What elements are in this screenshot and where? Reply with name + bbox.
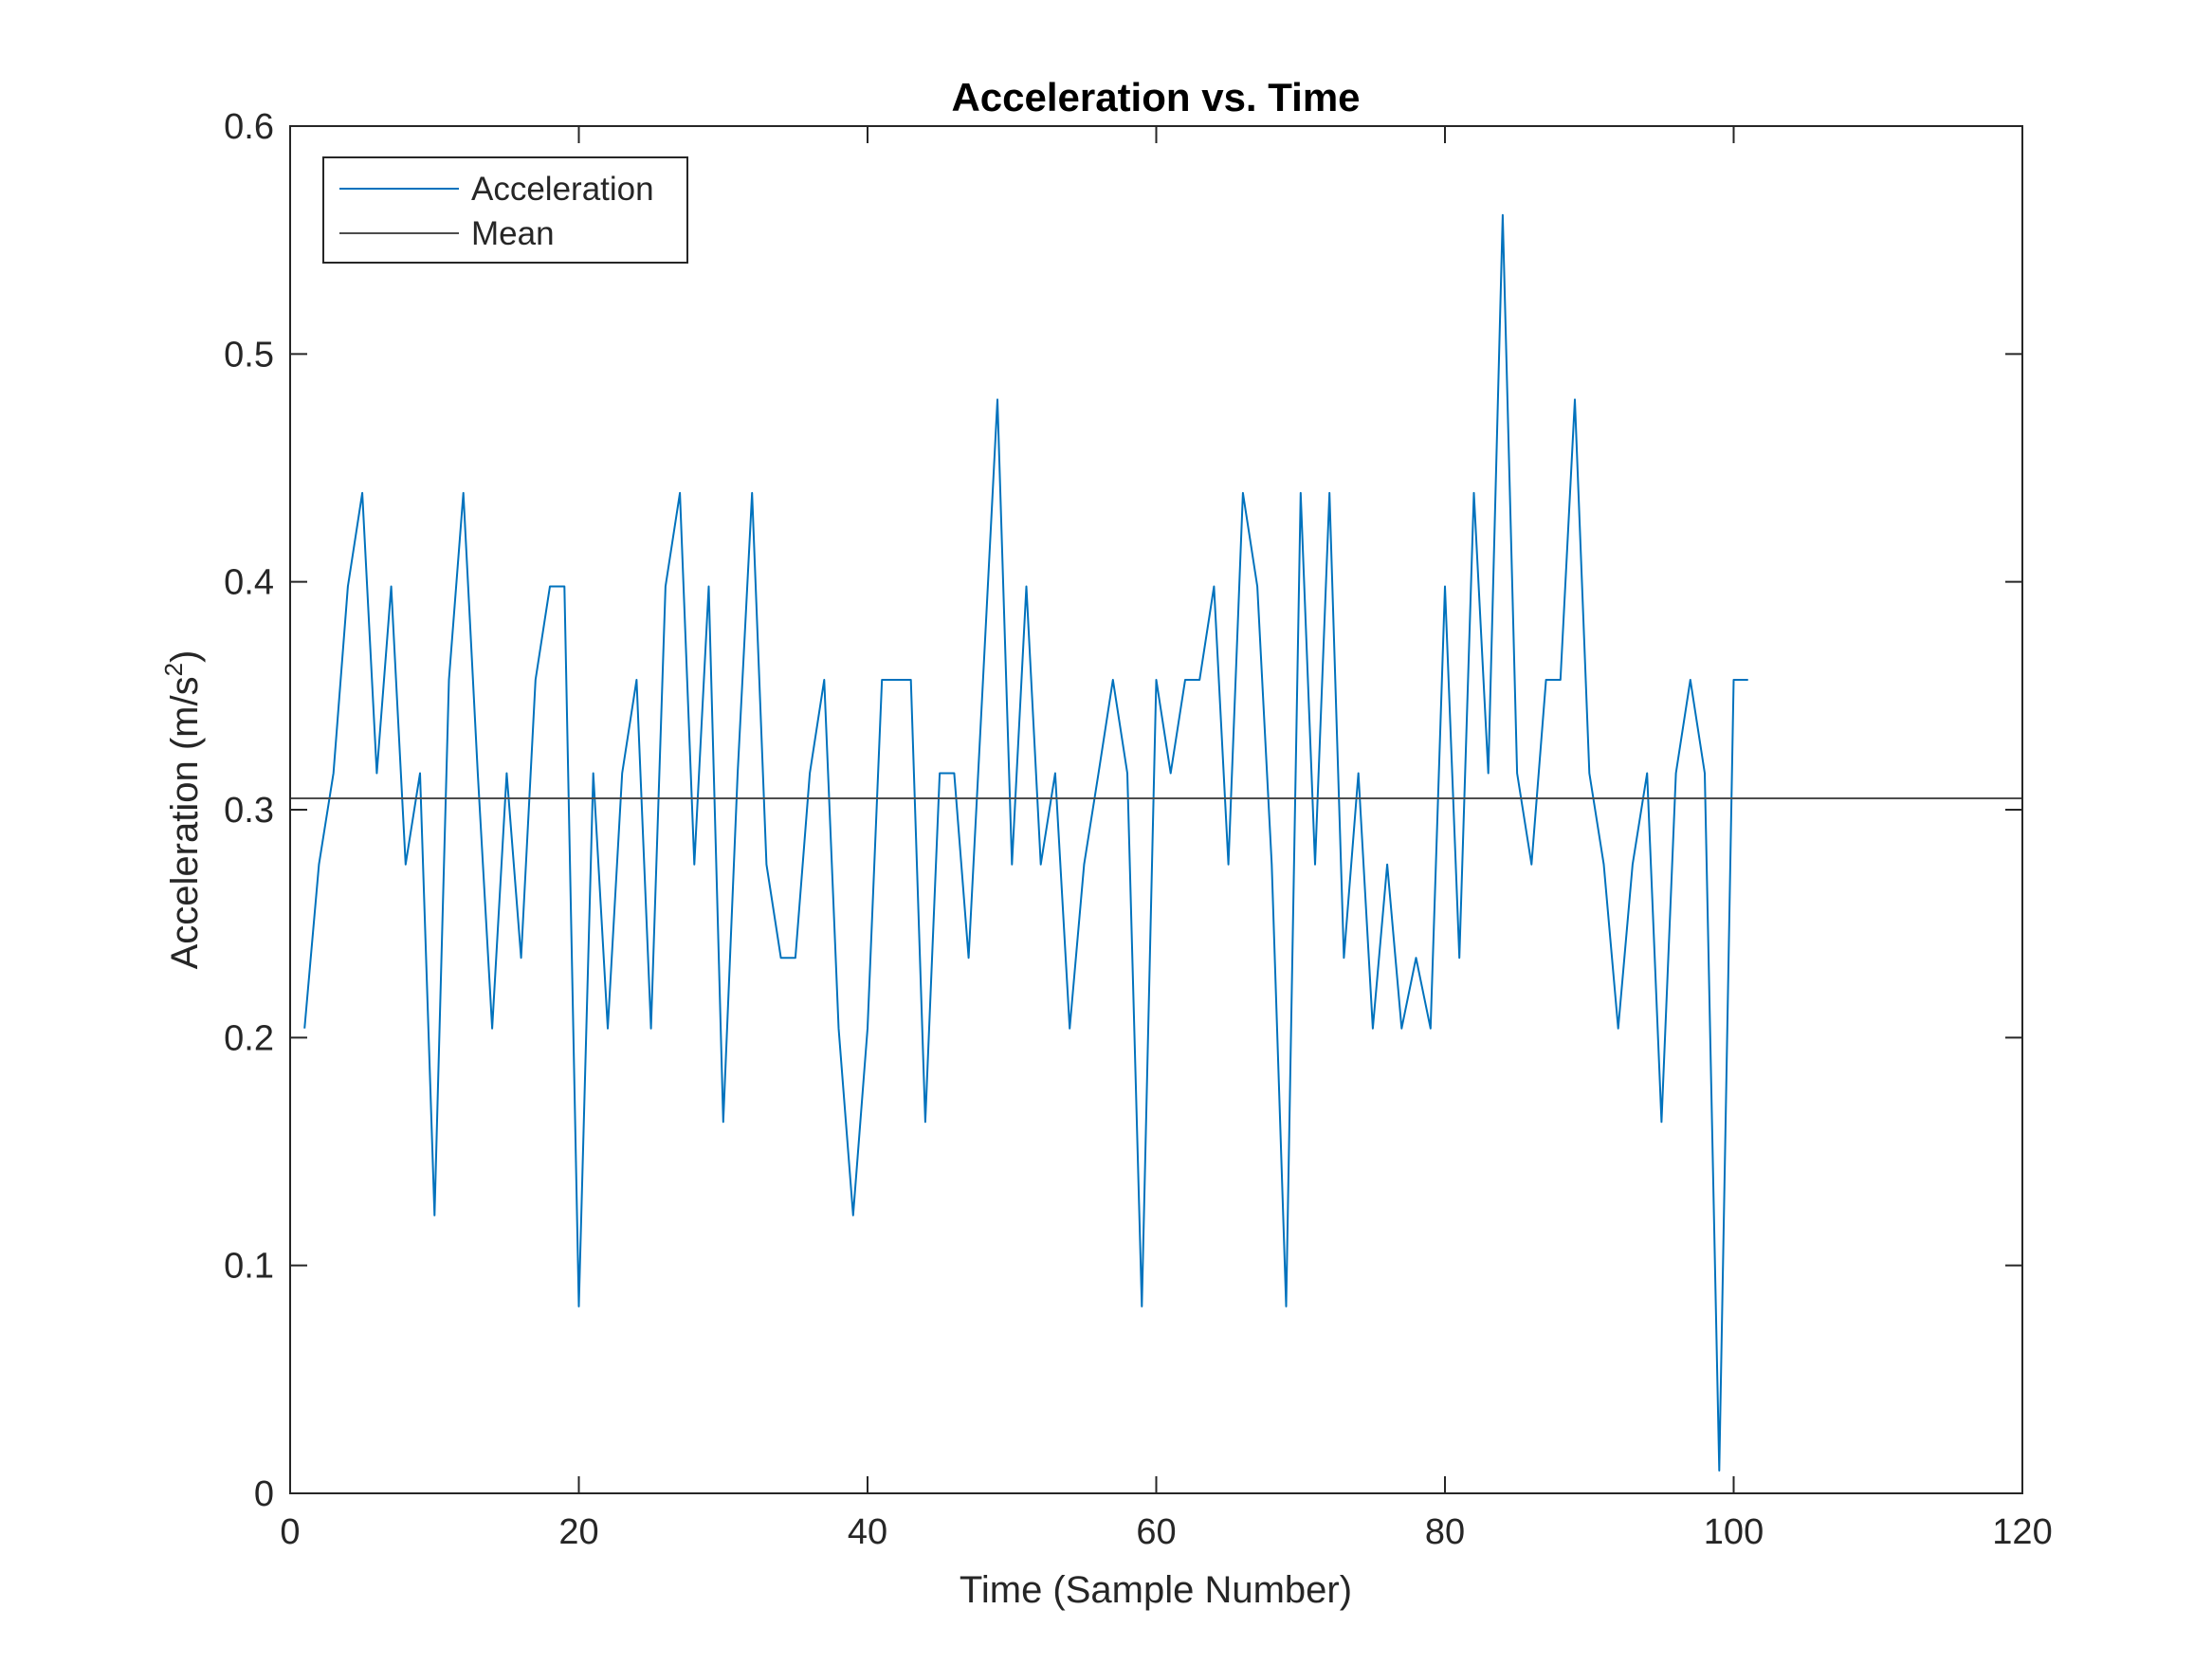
y-tick-label: 0.2 (224, 1018, 274, 1058)
acceleration-series-line (303, 213, 1748, 1472)
series-layer (290, 213, 2022, 1472)
y-tick-label: 0 (254, 1474, 274, 1514)
y-axis-title: Acceleration (m/s2) (159, 650, 206, 970)
legend: Acceleration Mean (322, 156, 688, 264)
plot-area (290, 126, 2022, 1493)
x-tick-label: 40 (848, 1512, 887, 1552)
legend-box (322, 156, 688, 264)
y-tick-label: 0.1 (224, 1247, 274, 1287)
y-axis-title-superscript: 2 (159, 663, 188, 676)
legend-label-mean: Mean (471, 215, 555, 252)
y-axis-title-close: ) (164, 650, 206, 663)
x-tick-label: 60 (1136, 1512, 1176, 1552)
legend-label-acceleration: Acceleration (471, 171, 654, 208)
chart-title: Acceleration vs. Time (951, 75, 1360, 119)
y-tick-label: 0.5 (224, 335, 274, 375)
y-axis-title-main: Acceleration (m/s (164, 676, 206, 969)
y-tick-label: 0.3 (224, 791, 274, 831)
y-tick-label: 0.4 (224, 563, 274, 603)
x-tick-label: 100 (1704, 1512, 1764, 1552)
ticks-layer: 0 20 40 60 80 100 120 0 0.1 0.2 0.3 0.4 0.5 0.6 (224, 107, 2053, 1552)
x-tick-label: 20 (558, 1512, 598, 1552)
x-tick-label: 80 (1425, 1512, 1465, 1552)
y-tick-label: 0.6 (224, 107, 274, 147)
x-axis-title: Time (Sample Number) (960, 1569, 1352, 1611)
x-tick-label: 0 (280, 1512, 300, 1552)
x-tick-label: 120 (1992, 1512, 2052, 1552)
